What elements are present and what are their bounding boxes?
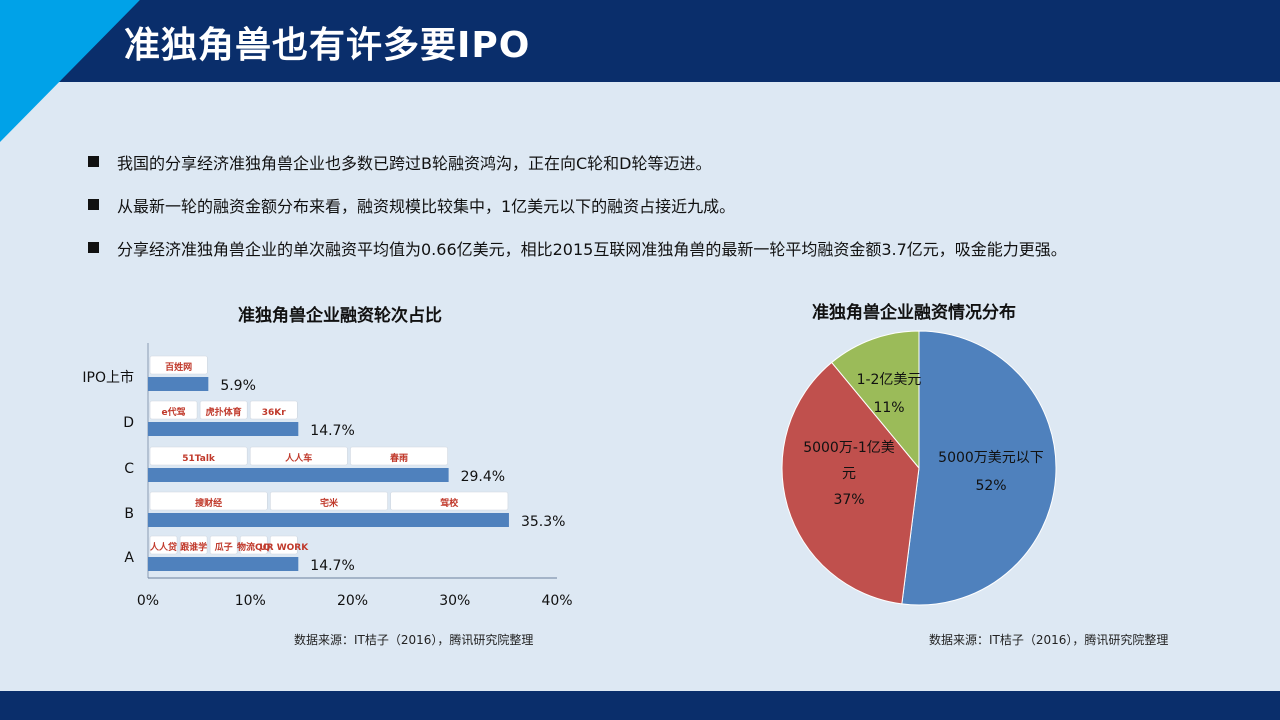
company-logo [390,491,509,511]
company-logo-text: UR WORK [259,543,309,553]
bar [148,468,449,482]
company-logo-text: 百姓网 [165,361,192,373]
header-bar [0,0,1280,82]
pie-slice-label: 1-2亿美元 [857,372,922,388]
x-tick-label: 40% [541,593,572,609]
bar [148,513,509,527]
company-logo-text: 人人贷 [149,541,177,553]
company-logo-text: 人人车 [284,452,312,464]
company-logo-text: 瓜子 [215,542,233,553]
pie-value-label: 37% [833,492,864,508]
pie-slice [901,330,1057,606]
bullet-square-icon [88,156,99,167]
company-logo-text: 宅米 [320,497,339,509]
company-logo-text: 驾校 [440,497,459,509]
pie-label-group: 1-2亿美元 11% [857,372,922,416]
pie-slice [830,330,920,470]
company-logo-text: 搜财经 [195,497,222,509]
company-logo-text: 跟谁学 [180,541,207,553]
bar-chart-source: 数据来源：IT桔子（2016），腾讯研究院整理 [294,633,534,647]
x-tick-label: 20% [337,593,368,609]
x-tick-label: 0% [137,593,159,609]
footer-bar [0,691,1280,720]
company-logo [149,446,248,466]
bar [148,557,299,571]
company-logo [149,355,208,375]
company-logo-text: 春雨 [389,452,408,464]
company-logo-text: 51Talk [182,454,216,464]
company-logo-text: e代驾 [161,406,185,418]
company-logo [249,400,298,420]
value-label: 14.7% [310,423,354,439]
value-label: 5.9% [220,378,256,394]
category-label: D [123,415,134,431]
bullet-square-icon [88,242,99,253]
bullet-item: 从最新一轮的融资金额分布来看，融资规模比较集中，1亿美元以下的融资占接近九成。 [88,183,1258,226]
bullet-square-icon [88,199,99,210]
bullet-item: 我国的分享经济准独角兽企业也多数已跨过B轮融资鸿沟，正在向C轮和D轮等迈进。 [88,140,1258,183]
company-logo [350,446,448,466]
company-logo-text: 虎扑体育 [206,406,242,418]
pie-label-group: 5000万-1亿美元 37% [803,440,895,508]
pie-value-label: 11% [873,400,904,416]
company-logo [149,400,198,420]
value-label: 35.3% [521,514,565,530]
x-tick-label: 30% [439,593,470,609]
company-logo [249,446,348,466]
bullet-text: 我国的分享经济准独角兽企业也多数已跨过B轮融资鸿沟，正在向C轮和D轮等迈进。 [117,153,712,173]
company-logo [149,535,178,555]
category-label: C [124,461,134,477]
company-logo [270,491,388,511]
category-label: B [124,506,134,522]
pie-chart-source: 数据来源：IT桔子（2016），腾讯研究院整理 [929,633,1169,647]
page-title: 准独角兽也有许多要IPO [124,25,531,66]
company-logo [179,535,208,555]
x-tick-label: 10% [235,593,266,609]
category-label: IPO上市 [82,369,134,386]
bar-chart: IPO上市 5.9% 百姓网 D 14.7% e代驾 虎扑体育 36Kr C 29.4% 51Tal… [82,343,573,609]
pie-slice-label: 5000万-1亿美元 [803,440,895,482]
company-logo [149,491,268,511]
pie-chart: 5000万美元以下 52% 5000万-1亿美元 37% 1-2亿美元 11% [781,330,1057,606]
pie-chart-title: 准独角兽企业融资情况分布 [812,303,1016,323]
company-logo-text: 36Kr [262,408,286,418]
company-logo [199,400,248,420]
pie-value-label: 52% [975,478,1006,494]
header-accent-triangle [0,0,140,142]
bullet-text: 从最新一轮的融资金额分布来看，融资规模比较集中，1亿美元以下的融资占接近九成。 [117,196,736,216]
category-label: A [124,550,134,566]
company-logo [269,535,298,555]
bullet-list: 我国的分享经济准独角兽企业也多数已跨过B轮融资鸿沟，正在向C轮和D轮等迈进。 从… [88,140,1258,269]
bar-chart-title: 准独角兽企业融资轮次占比 [238,306,442,326]
pie-slice-label: 5000万美元以下 [938,450,1044,466]
pie-slice [781,361,920,605]
pie-label-group: 5000万美元以下 52% [938,450,1044,494]
bar [148,422,299,436]
bar [148,377,209,391]
company-logo-text: 物流QQ [237,541,271,553]
bullet-item: 分享经济准独角兽企业的单次融资平均值为0.66亿美元，相比2015互联网准独角兽… [88,226,1258,269]
bullet-text: 分享经济准独角兽企业的单次融资平均值为0.66亿美元，相比2015互联网准独角兽… [117,239,1067,259]
company-logo [209,535,238,555]
value-label: 14.7% [310,558,354,574]
value-label: 29.4% [461,469,505,485]
company-logo [239,535,268,555]
